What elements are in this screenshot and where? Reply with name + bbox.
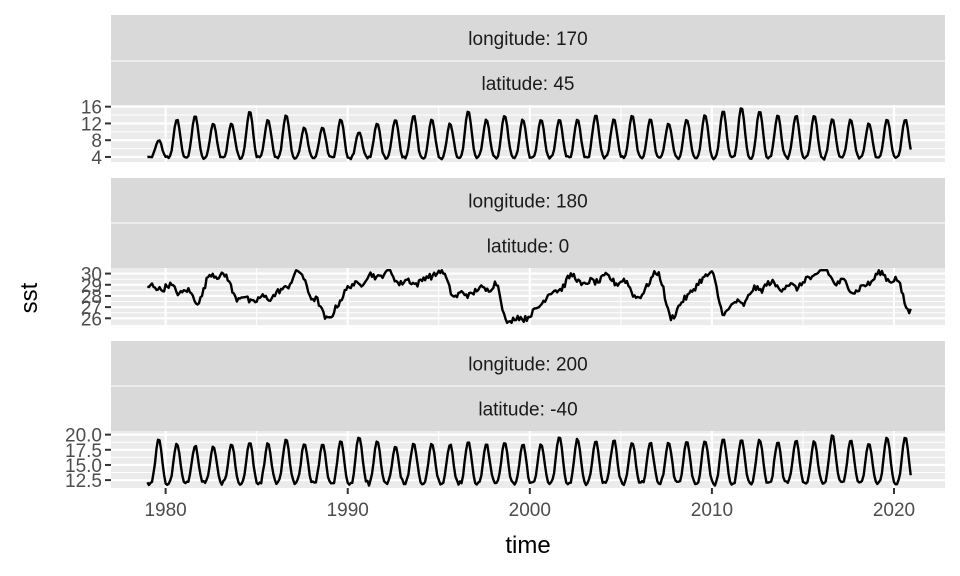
y-tick-label: 12 bbox=[81, 114, 102, 135]
y-tick-label: 12.5 bbox=[65, 471, 102, 492]
y-tick-label: 20.0 bbox=[65, 426, 102, 447]
y-tick-label: 15.0 bbox=[65, 456, 102, 477]
y-tick-label: 28 bbox=[81, 287, 102, 308]
x-tick-label: 2020 bbox=[873, 500, 915, 521]
strip-label-latitude: latitude: 45 bbox=[482, 74, 575, 95]
x-axis: 1980 1990 2000 2010 2020 bbox=[144, 488, 915, 521]
x-axis-title: time bbox=[505, 532, 550, 559]
x-tick-label: 1990 bbox=[327, 500, 369, 521]
strip-label-latitude: latitude: -40 bbox=[478, 400, 577, 421]
x-tick-label: 2010 bbox=[691, 500, 733, 521]
y-axis-title: sst bbox=[16, 282, 43, 313]
series-line-sst bbox=[147, 107, 912, 161]
strip-label-longitude: longitude: 180 bbox=[468, 192, 587, 213]
y-tick-label: 27 bbox=[81, 298, 102, 319]
y-tick-label: 17.5 bbox=[65, 441, 102, 462]
series-line-sst bbox=[146, 434, 912, 487]
y-tick-label: 4 bbox=[91, 148, 102, 169]
strip-label-longitude: longitude: 170 bbox=[468, 29, 587, 50]
y-tick-label: 30 bbox=[81, 265, 102, 286]
strip-label-longitude: longitude: 200 bbox=[468, 355, 587, 376]
x-tick-label: 1980 bbox=[144, 500, 186, 521]
strip-label-latitude: latitude: 0 bbox=[487, 237, 569, 258]
series-line-sst bbox=[146, 269, 912, 324]
y-tick-label: 29 bbox=[81, 276, 102, 297]
facet-panel-3: longitude: 200 latitude: -40 12.515.017.52… bbox=[65, 341, 945, 492]
x-tick-label: 2000 bbox=[509, 500, 551, 521]
strip-background bbox=[111, 15, 945, 105]
y-tick-label: 26 bbox=[81, 309, 102, 330]
y-tick-label: 16 bbox=[81, 98, 102, 119]
y-tick-label: 8 bbox=[91, 131, 102, 152]
